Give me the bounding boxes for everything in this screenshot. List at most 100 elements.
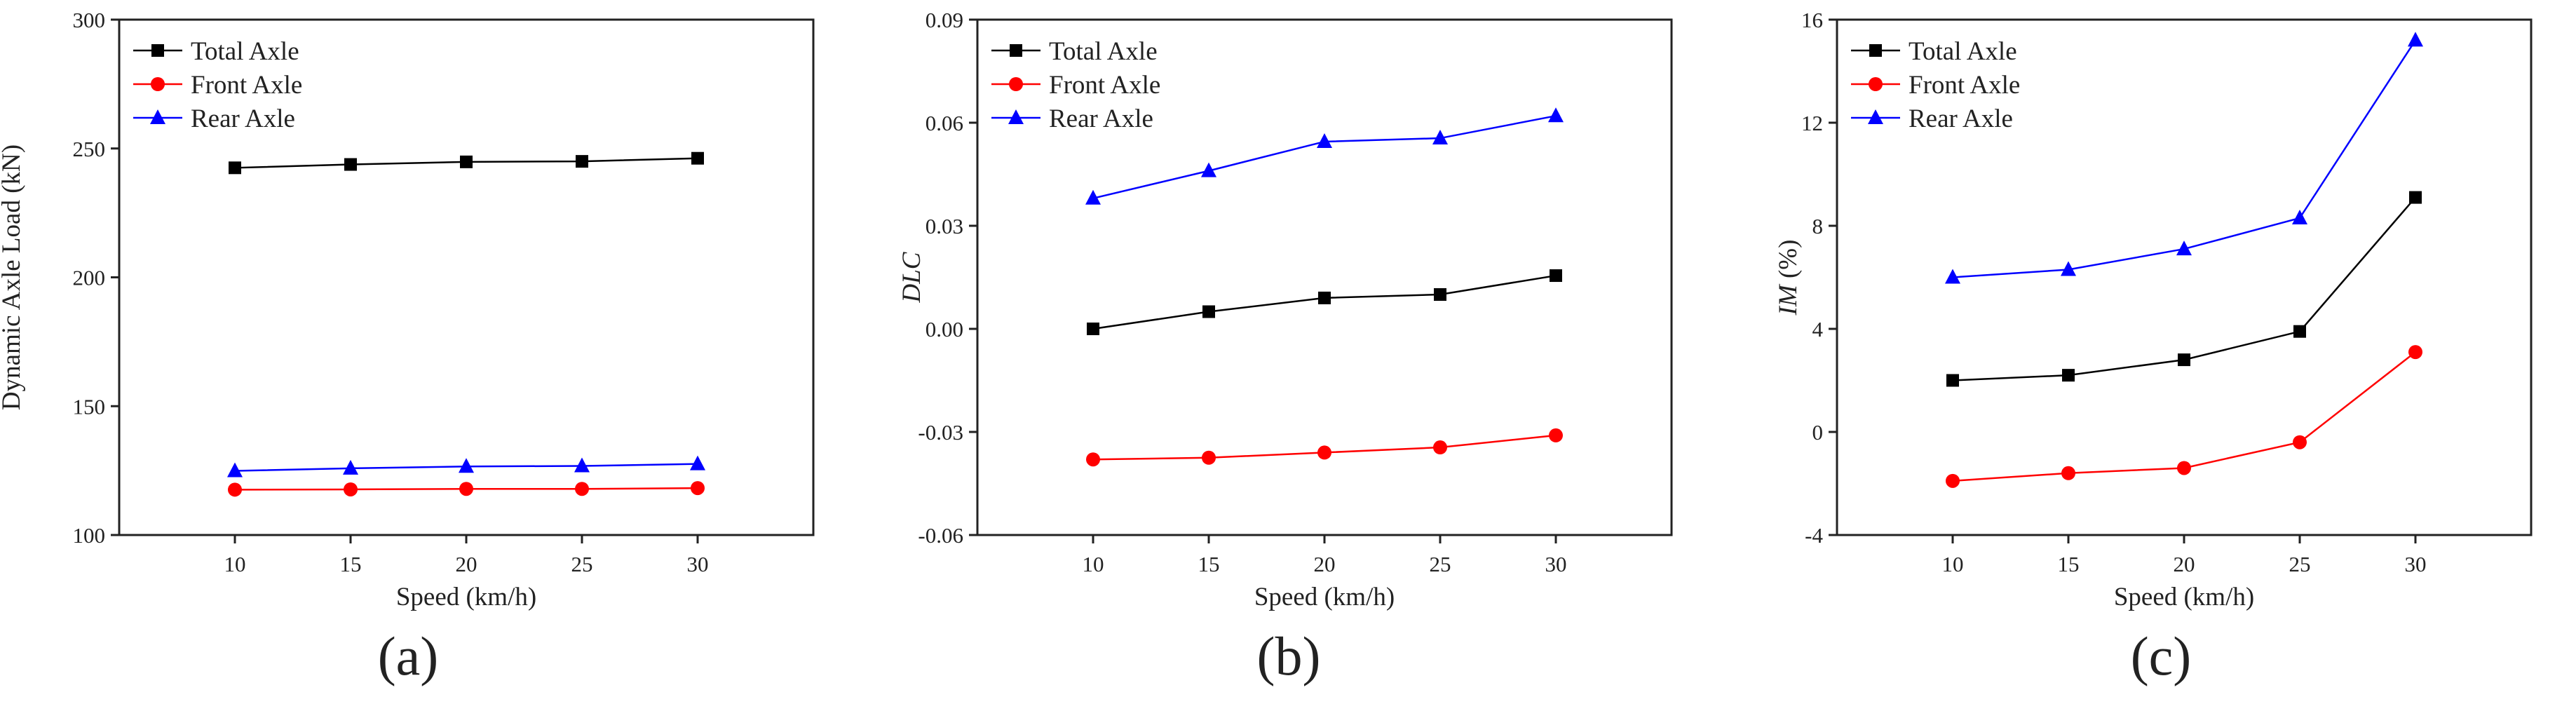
data-point bbox=[1433, 440, 1447, 455]
legend-marker bbox=[150, 109, 165, 124]
data-point bbox=[575, 482, 589, 496]
legend-label: Front Axle bbox=[1049, 71, 1160, 100]
data-point bbox=[460, 155, 473, 168]
data-point bbox=[690, 455, 705, 471]
panel-c: -4 0 4 8 12 16 10 15 20 25 30 Speed (km/h) IM (%) Tot… bbox=[1774, 8, 2533, 686]
data-point bbox=[1550, 269, 1562, 283]
data-point bbox=[1202, 450, 1216, 465]
data-point bbox=[1086, 452, 1100, 467]
data-point bbox=[1548, 107, 1564, 123]
series-front-axle bbox=[1946, 345, 2422, 488]
data-point bbox=[691, 151, 704, 165]
y-tick-label: 250 bbox=[73, 137, 106, 161]
y-tick-label: 16 bbox=[1801, 8, 1823, 32]
y-axis-label: DLC bbox=[897, 251, 926, 303]
legend-label: Total Axle bbox=[1909, 37, 2017, 66]
y-tick-label: 12 bbox=[1801, 111, 1823, 135]
x-axis-label: Speed (km/h) bbox=[2114, 583, 2254, 611]
legend-label: Total Axle bbox=[191, 37, 299, 66]
y-axis-label: Dynamic Axle Load (kN) bbox=[0, 144, 26, 410]
data-point bbox=[2292, 209, 2307, 224]
data-point bbox=[1202, 305, 1215, 318]
legend-marker bbox=[1869, 77, 1883, 91]
legend-label: Total Axle bbox=[1049, 37, 1158, 66]
data-point bbox=[2293, 325, 2306, 338]
data-point bbox=[1087, 323, 1099, 335]
series-total-axle bbox=[229, 151, 704, 175]
panel-label: (b) bbox=[1257, 625, 1321, 686]
panel-label: (c) bbox=[2131, 625, 2192, 686]
series-total-axle bbox=[1946, 191, 2422, 387]
y-tick-label: -0.03 bbox=[918, 420, 963, 445]
data-point bbox=[459, 458, 474, 473]
x-tick-label: 30 bbox=[1545, 552, 1567, 576]
data-point bbox=[1945, 269, 1960, 284]
y-tick-label: 0.03 bbox=[926, 214, 963, 238]
data-point bbox=[1201, 162, 1216, 177]
y-tick-label: 0.00 bbox=[926, 317, 963, 341]
series-total-axle bbox=[1087, 269, 1562, 335]
x-tick-label: 25 bbox=[2289, 552, 2311, 576]
legend-label: Front Axle bbox=[191, 71, 302, 100]
x-tick-label: 20 bbox=[456, 552, 477, 576]
y-tick-label: 0.09 bbox=[926, 8, 963, 32]
data-point bbox=[2061, 466, 2075, 480]
series-front-axle bbox=[228, 481, 705, 497]
y-axis-label-unit: (%) bbox=[1774, 240, 1803, 285]
y-tick-label: 150 bbox=[73, 394, 106, 419]
data-point bbox=[2061, 261, 2076, 276]
series-line bbox=[1952, 196, 2416, 381]
x-tick-label: 20 bbox=[2174, 552, 2195, 576]
legend-marker bbox=[1868, 109, 1883, 124]
data-point bbox=[574, 457, 590, 473]
series-rear-axle bbox=[227, 455, 705, 478]
data-point bbox=[1085, 189, 1101, 205]
x-tick-label: 25 bbox=[571, 552, 593, 576]
y-tick-label: 100 bbox=[73, 523, 106, 548]
legend-marker bbox=[1869, 44, 1882, 57]
legend-marker bbox=[151, 77, 165, 91]
data-point bbox=[1549, 428, 1563, 442]
data-point bbox=[227, 462, 243, 478]
data-point bbox=[344, 158, 357, 171]
data-point bbox=[1434, 288, 1446, 301]
x-tick-label: 15 bbox=[2058, 552, 2080, 576]
legend-label: Rear Axle bbox=[1909, 104, 2013, 133]
legend: Total Axle Front Axle Rear Axle bbox=[1851, 37, 2020, 133]
data-point bbox=[229, 161, 241, 175]
x-axis-label: Speed (km/h) bbox=[1254, 583, 1395, 611]
data-point bbox=[1432, 130, 1448, 145]
data-point bbox=[2408, 345, 2422, 360]
panel-a: 100 150 200 250 300 10 15 20 25 30 Speed (km/h) Dyn… bbox=[0, 8, 815, 686]
panel-label: (a) bbox=[378, 625, 439, 686]
y-tick-label: 200 bbox=[73, 266, 106, 290]
legend-marker bbox=[1010, 44, 1022, 57]
series-rear-axle bbox=[1085, 107, 1564, 205]
data-point bbox=[1317, 133, 1332, 148]
data-point bbox=[2176, 241, 2192, 256]
data-point bbox=[691, 481, 705, 496]
data-point bbox=[343, 459, 358, 475]
data-point bbox=[1946, 473, 1960, 488]
data-point bbox=[2293, 435, 2307, 449]
x-tick-label: 10 bbox=[1942, 552, 1964, 576]
data-point bbox=[1317, 445, 1331, 460]
x-tick-label: 30 bbox=[2405, 552, 2427, 576]
y-tick-label: 300 bbox=[73, 8, 106, 32]
x-tick-label: 10 bbox=[1083, 552, 1104, 576]
legend-marker bbox=[151, 44, 164, 57]
data-point bbox=[2408, 32, 2423, 47]
data-point bbox=[344, 482, 358, 496]
x-tick-label: 25 bbox=[1430, 552, 1451, 576]
y-tick-label: -0.06 bbox=[918, 523, 963, 548]
panel-b: -0.06 -0.03 0.00 0.03 0.06 0.09 10 15 20 25 30 Spee… bbox=[897, 8, 1673, 686]
data-point bbox=[459, 482, 473, 496]
data-point bbox=[2409, 191, 2422, 204]
x-tick-label: 30 bbox=[687, 552, 709, 576]
series-line bbox=[1092, 114, 1557, 200]
data-point bbox=[2062, 369, 2075, 382]
legend-label: Rear Axle bbox=[191, 104, 295, 133]
x-tick-label: 15 bbox=[1198, 552, 1220, 576]
data-point bbox=[228, 482, 242, 497]
